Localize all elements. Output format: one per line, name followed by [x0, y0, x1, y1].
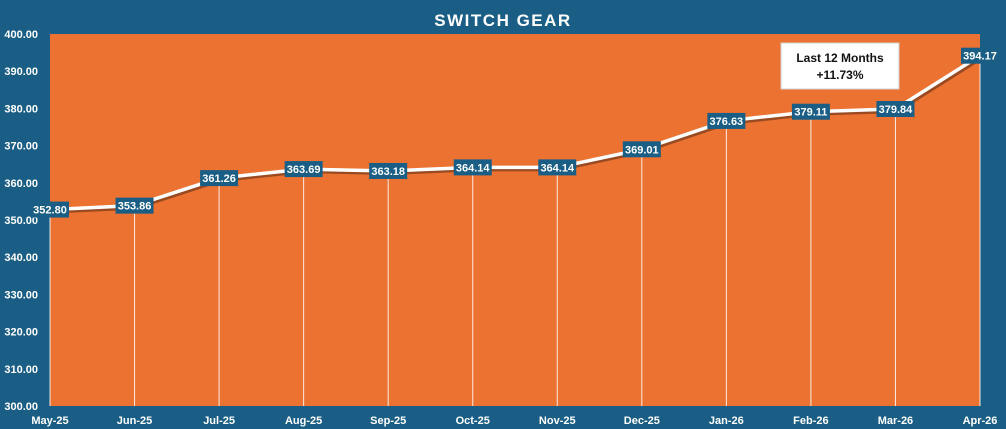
annotation-background: [780, 42, 900, 90]
y-tick-label: 360.00: [4, 178, 38, 190]
data-label-box: [961, 47, 999, 64]
data-label-box: [31, 201, 69, 218]
data-label: 361.26: [200, 170, 239, 187]
data-label-text: 352.80: [33, 205, 67, 217]
data-label-box: [369, 162, 408, 179]
x-tick-label: Jul-25: [203, 415, 235, 427]
annotation-line-2: +11.73%: [816, 68, 863, 82]
data-label-box: [876, 100, 915, 117]
data-label-box: [284, 161, 323, 178]
data-label-box: [115, 197, 154, 214]
x-tick-label: Dec-25: [624, 415, 660, 427]
y-tick-label: 340.00: [4, 252, 38, 264]
data-label: 379.84: [876, 100, 915, 117]
x-tick-label: Jan-26: [709, 415, 744, 427]
x-axis-ticks: May-25 Jun-25 Jul-25 Aug-25 Sep-25 Oct-25 Nov-…: [31, 415, 997, 427]
y-tick-label: 330.00: [4, 289, 38, 301]
y-tick-label: 350.00: [4, 215, 38, 227]
data-label-box: [791, 103, 830, 120]
data-label: 353.86: [115, 197, 154, 214]
annotation-box: Last 12 Months +11.73%: [780, 42, 900, 90]
data-label-box: [707, 112, 746, 129]
x-tick-label: Aug-25: [285, 415, 322, 427]
data-label-text: 376.63: [710, 116, 744, 128]
data-label-text: 379.11: [794, 107, 827, 119]
data-label-text: 361.26: [202, 173, 236, 185]
plot-area: [50, 34, 980, 406]
data-label-text: 364.14: [540, 162, 575, 174]
y-tick-label: 370.00: [4, 141, 38, 153]
x-tick-label: Feb-26: [793, 415, 828, 427]
x-tick-label: Apr-26: [963, 415, 998, 427]
data-label-text: 353.86: [118, 201, 152, 213]
data-label-box: [622, 141, 661, 158]
data-label-text: 394.17: [963, 51, 997, 63]
data-label: 369.01: [622, 141, 661, 158]
y-tick-label: 320.00: [4, 327, 38, 339]
data-label-box: [200, 170, 239, 187]
data-label-box: [538, 159, 577, 176]
x-tick-label: May-25: [31, 415, 68, 427]
data-label-text: 363.69: [287, 164, 321, 176]
data-label: 376.63: [707, 112, 746, 129]
data-label-text: 369.01: [625, 144, 659, 156]
y-tick-label: 390.00: [4, 66, 38, 78]
data-label: 352.80: [31, 201, 69, 218]
drop-lines: [49, 55, 981, 406]
data-label-text: 364.14: [456, 162, 491, 174]
y-tick-label: 310.00: [4, 364, 38, 376]
x-tick-label: Sep-25: [370, 415, 406, 427]
data-label: 379.11: [791, 103, 830, 120]
data-label: 364.14: [538, 159, 577, 176]
data-label: 394.17: [961, 47, 999, 64]
x-tick-label: Jun-25: [117, 415, 152, 427]
data-label: 363.18: [369, 162, 408, 179]
data-label: 364.14: [453, 159, 492, 176]
data-label-box: [453, 159, 492, 176]
y-tick-label: 300.00: [4, 401, 38, 413]
data-labels: 352.80 353.86 361.26 363.69 363.18 364.14 364.…: [31, 47, 999, 218]
y-tick-label: 400.00: [4, 29, 38, 41]
y-tick-label: 380.00: [4, 103, 38, 115]
annotation-line-1: Last 12 Months: [796, 51, 884, 65]
data-label-text: 363.18: [371, 166, 405, 178]
data-label-text: 379.84: [879, 104, 914, 116]
x-tick-label: Nov-25: [539, 415, 576, 427]
data-label: 363.69: [284, 161, 323, 178]
y-axis-ticks: 300.00 310.00 320.00 330.00 340.00 350.00 360.…: [4, 29, 38, 413]
chart-title: SWITCH GEAR: [434, 11, 571, 30]
x-tick-label: Oct-25: [456, 415, 490, 427]
x-tick-label: Mar-26: [878, 415, 913, 427]
